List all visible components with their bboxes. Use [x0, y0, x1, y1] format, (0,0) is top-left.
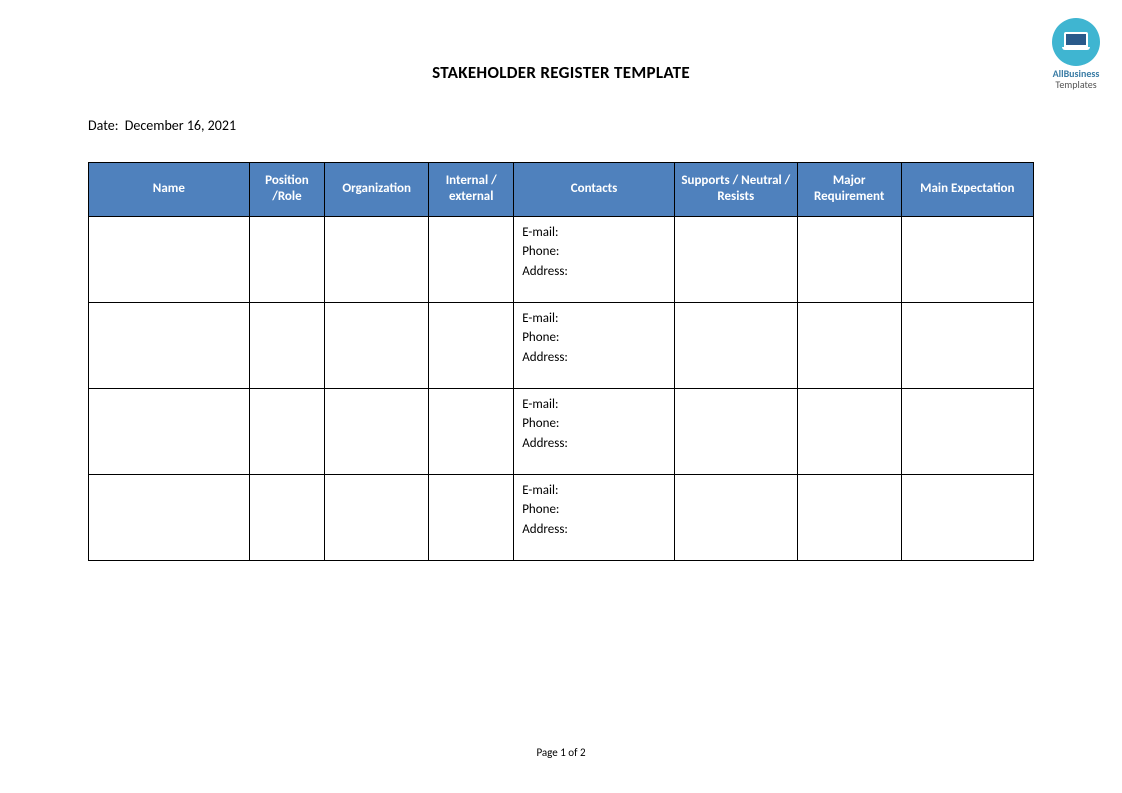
laptop-icon — [1062, 32, 1090, 52]
table-cell[interactable] — [797, 388, 901, 474]
table-header-cell: Contacts — [514, 163, 675, 217]
table-header-cell: Position /Role — [249, 163, 325, 217]
date-label: Date: — [88, 117, 118, 134]
stakeholder-table: NamePosition /RoleOrganizationInternal /… — [88, 162, 1034, 561]
table-cell[interactable] — [674, 216, 797, 302]
table-cell[interactable] — [797, 474, 901, 560]
table-cell[interactable] — [89, 216, 250, 302]
contact-field-label: Phone: — [522, 414, 666, 434]
table-header-cell: Major Requirement — [797, 163, 901, 217]
table-cell[interactable] — [249, 388, 325, 474]
table-cell[interactable]: E-mail:Phone:Address: — [514, 302, 675, 388]
logo-circle — [1052, 18, 1100, 66]
table-cell[interactable] — [429, 302, 514, 388]
table-cell[interactable] — [429, 474, 514, 560]
table-cell[interactable] — [89, 474, 250, 560]
table-cell[interactable] — [249, 216, 325, 302]
table-cell[interactable] — [89, 388, 250, 474]
table-cell[interactable] — [674, 388, 797, 474]
contact-field-label: E-mail: — [522, 223, 666, 243]
contact-field-label: E-mail: — [522, 481, 666, 501]
table-cell[interactable] — [674, 302, 797, 388]
table-cell[interactable] — [429, 216, 514, 302]
table-header-cell: Name — [89, 163, 250, 217]
table-cell[interactable] — [797, 302, 901, 388]
table-cell[interactable] — [901, 216, 1033, 302]
contact-field-label: Phone: — [522, 500, 666, 520]
table-row: E-mail:Phone:Address: — [89, 302, 1034, 388]
table-cell[interactable] — [325, 388, 429, 474]
contact-field-label: Address: — [522, 434, 666, 454]
page-title: STAKEHOLDER REGISTER TEMPLATE — [0, 0, 1122, 83]
contact-field-label: Address: — [522, 348, 666, 368]
contact-field-label: Phone: — [522, 242, 666, 262]
table-row: E-mail:Phone:Address: — [89, 474, 1034, 560]
table-cell[interactable] — [325, 302, 429, 388]
table-cell[interactable]: E-mail:Phone:Address: — [514, 474, 675, 560]
table-body: E-mail:Phone:Address:E-mail:Phone:Addres… — [89, 216, 1034, 560]
date-value: December 16, 2021 — [125, 117, 236, 134]
table-cell[interactable] — [901, 388, 1033, 474]
table-cell[interactable] — [249, 302, 325, 388]
logo-text-line2: Templates — [1052, 79, 1100, 90]
table-cell[interactable] — [901, 302, 1033, 388]
table-cell[interactable] — [674, 474, 797, 560]
table-cell[interactable] — [901, 474, 1033, 560]
table-cell[interactable] — [429, 388, 514, 474]
contact-field-label: E-mail: — [522, 395, 666, 415]
table-header-cell: Main Expectation — [901, 163, 1033, 217]
table-row: E-mail:Phone:Address: — [89, 388, 1034, 474]
brand-logo: AllBusiness Templates — [1052, 18, 1100, 90]
table-cell[interactable] — [89, 302, 250, 388]
table-cell[interactable] — [249, 474, 325, 560]
contact-field-label: Address: — [522, 520, 666, 540]
table-header-cell: Organization — [325, 163, 429, 217]
contact-field-label: E-mail: — [522, 309, 666, 329]
table-cell[interactable]: E-mail:Phone:Address: — [514, 388, 675, 474]
table-cell[interactable] — [325, 474, 429, 560]
table-cell[interactable]: E-mail:Phone:Address: — [514, 216, 675, 302]
table-header-cell: Internal / external — [429, 163, 514, 217]
footer-page-label: Page — [536, 746, 557, 759]
contact-field-label: Phone: — [522, 328, 666, 348]
page-footer: Page 1 of 2 — [0, 746, 1122, 759]
stakeholder-table-wrap: NamePosition /RoleOrganizationInternal /… — [88, 162, 1034, 561]
table-row: E-mail:Phone:Address: — [89, 216, 1034, 302]
table-cell[interactable] — [797, 216, 901, 302]
table-header-cell: Supports / Neutral / Resists — [674, 163, 797, 217]
date-line: Date: December 16, 2021 — [88, 117, 1122, 134]
logo-text: AllBusiness Templates — [1052, 68, 1100, 90]
table-cell[interactable] — [325, 216, 429, 302]
footer-page-current: 1 — [560, 746, 566, 759]
table-header-row: NamePosition /RoleOrganizationInternal /… — [89, 163, 1034, 217]
contact-field-label: Address: — [522, 262, 666, 282]
footer-page-total: 2 — [580, 746, 586, 759]
footer-page-sep: of — [568, 746, 577, 759]
